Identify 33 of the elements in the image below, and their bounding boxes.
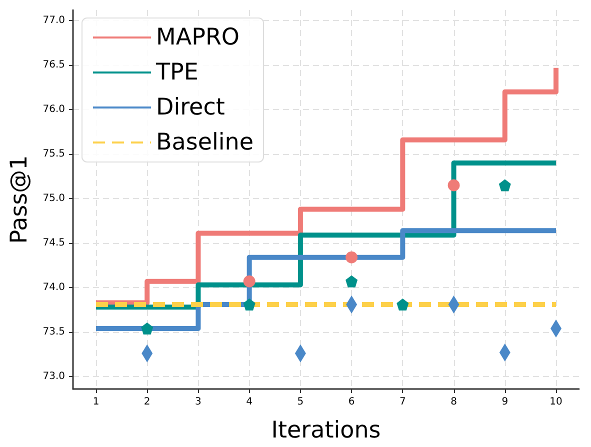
point [448,179,460,192]
x-axis-title: Iterations [271,418,381,444]
y-tick-label: 75.0 [42,193,65,204]
y-tick-label: 74.5 [42,238,65,249]
x-tick-label: 2 [144,396,150,408]
y-tick-label: 73.0 [42,371,65,382]
x-tick-label: 4 [246,396,253,408]
x-tick-label: 8 [450,396,457,408]
point [346,275,358,288]
point [141,322,154,334]
y-axis-title: Pass@1 [6,155,32,244]
x-tick-label: 3 [195,396,202,408]
point [498,179,511,192]
y-tick-label: 77.0 [42,15,65,26]
y-tick-label: 74.0 [42,282,65,294]
y-tick-label: 76.5 [42,60,65,71]
point [243,275,256,288]
point [243,298,256,310]
x-tick-label: 5 [297,396,304,408]
x-tick-label: 9 [502,396,508,408]
x-tick-label: 6 [348,396,355,408]
point [396,298,409,310]
point [346,251,358,264]
x-tick-label: 10 [550,396,562,408]
x-tick-label: 7 [399,396,406,408]
y-tick-label: 76.0 [42,104,65,116]
x-tick-label: 1 [92,396,100,408]
legend-label: Baseline [156,130,254,156]
y-tick-label: 75.5 [42,148,65,160]
legend-label: MAPRO [156,24,240,50]
legend-label: Direct [156,94,225,120]
y-tick-label: 73.5 [42,326,65,338]
legend-label: TPE [155,60,198,86]
